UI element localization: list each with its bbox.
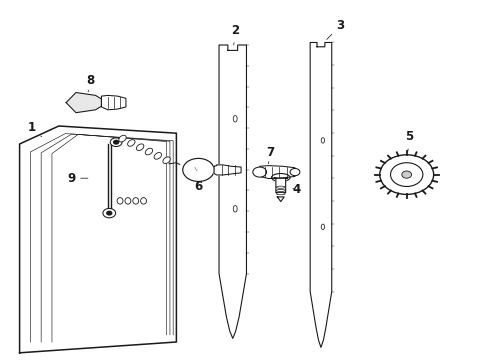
Ellipse shape xyxy=(271,174,290,181)
Circle shape xyxy=(380,155,434,194)
Text: 4: 4 xyxy=(293,183,301,196)
Text: 6: 6 xyxy=(195,180,202,193)
Ellipse shape xyxy=(321,138,324,143)
Ellipse shape xyxy=(125,198,131,204)
Text: 1: 1 xyxy=(28,121,42,137)
Ellipse shape xyxy=(141,198,147,204)
Ellipse shape xyxy=(233,206,237,212)
Circle shape xyxy=(103,208,116,218)
Ellipse shape xyxy=(127,140,135,146)
Ellipse shape xyxy=(154,153,162,159)
Ellipse shape xyxy=(163,157,171,163)
Polygon shape xyxy=(277,197,284,202)
Text: 5: 5 xyxy=(405,130,413,151)
Circle shape xyxy=(402,171,412,178)
Circle shape xyxy=(110,138,122,147)
Ellipse shape xyxy=(276,193,285,195)
Polygon shape xyxy=(214,165,241,175)
Circle shape xyxy=(114,140,119,144)
Text: 9: 9 xyxy=(67,172,88,185)
Circle shape xyxy=(107,211,112,215)
Polygon shape xyxy=(219,45,246,338)
Ellipse shape xyxy=(119,135,126,142)
Ellipse shape xyxy=(133,198,139,204)
Polygon shape xyxy=(101,95,126,110)
Ellipse shape xyxy=(276,186,285,188)
Polygon shape xyxy=(310,42,332,347)
Polygon shape xyxy=(260,166,295,179)
Polygon shape xyxy=(66,93,101,113)
Circle shape xyxy=(391,163,423,186)
Circle shape xyxy=(183,158,214,181)
Text: 7: 7 xyxy=(266,146,274,164)
Text: 3: 3 xyxy=(327,19,344,39)
Text: 2: 2 xyxy=(231,24,239,45)
Ellipse shape xyxy=(117,198,123,204)
Text: 8: 8 xyxy=(87,75,95,92)
Ellipse shape xyxy=(276,189,285,192)
Ellipse shape xyxy=(321,224,324,230)
Ellipse shape xyxy=(145,148,153,155)
Polygon shape xyxy=(20,126,176,353)
Circle shape xyxy=(253,167,267,177)
Ellipse shape xyxy=(233,116,237,122)
Text: \: \ xyxy=(195,166,198,172)
Polygon shape xyxy=(274,177,288,193)
Ellipse shape xyxy=(136,144,144,150)
Circle shape xyxy=(290,168,300,176)
